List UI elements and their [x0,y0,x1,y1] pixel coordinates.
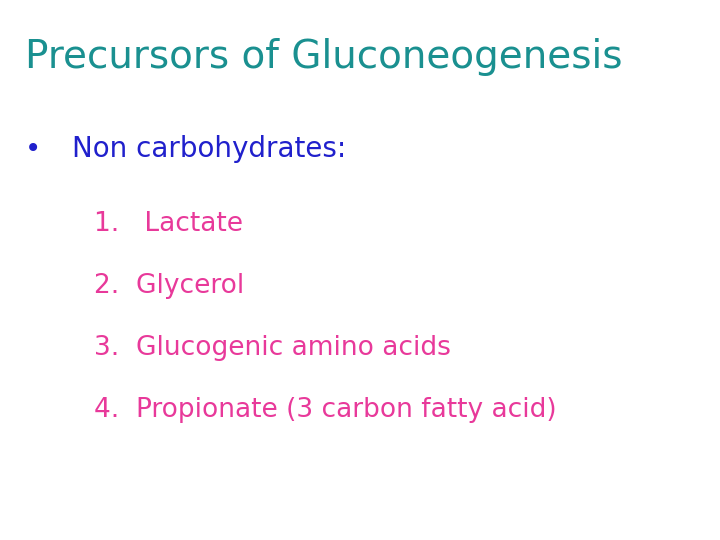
Text: •: • [25,135,42,163]
Text: Non carbohydrates:: Non carbohydrates: [72,135,346,163]
Text: 2.  Glycerol: 2. Glycerol [94,273,244,299]
Text: 1.   Lactate: 1. Lactate [94,211,243,237]
Text: 3.  Glucogenic amino acids: 3. Glucogenic amino acids [94,335,451,361]
Text: Precursors of Gluconeogenesis: Precursors of Gluconeogenesis [25,38,623,76]
Text: 4.  Propionate (3 carbon fatty acid): 4. Propionate (3 carbon fatty acid) [94,397,557,423]
